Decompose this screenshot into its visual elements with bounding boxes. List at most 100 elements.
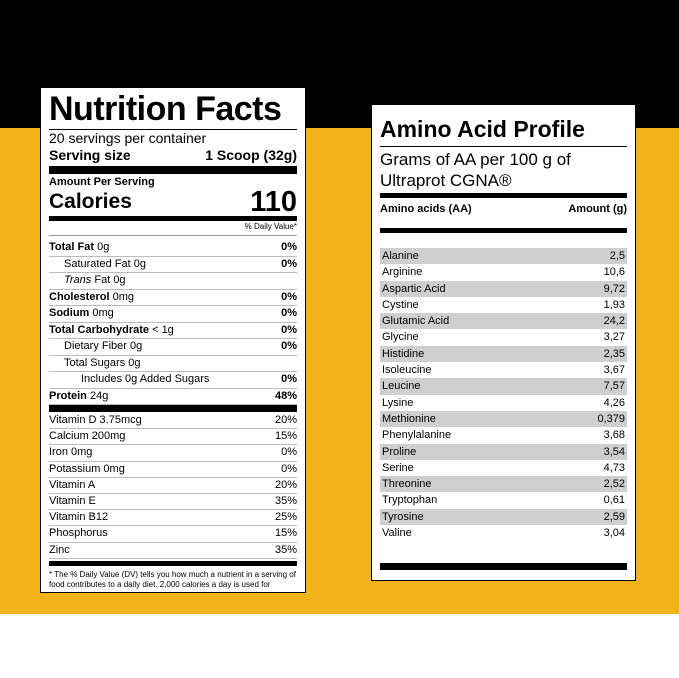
bottom-divider (380, 563, 627, 571)
vitamin-daily-value: 0% (281, 462, 297, 475)
amino-acid-amount: 2,59 (603, 510, 625, 523)
amino-row: Valine 3,04 (380, 525, 627, 541)
amino-acid-name: Valine (382, 527, 412, 540)
amino-table-header: Amino acids (AA) Amount (g) (380, 198, 627, 228)
nutrient-name: Includes 0g Added Sugars (49, 372, 209, 388)
nutrient-amount: Fat 0g (91, 274, 126, 286)
nutrient-daily-value: 0% (281, 241, 297, 253)
column-header-amount: Amount (g) (568, 203, 627, 215)
nutrient-row: Dietary Fiber 0g 0% (49, 339, 297, 356)
amino-acid-name: Proline (382, 445, 417, 458)
nutrient-name-bold: Total Fat (49, 241, 95, 253)
vitamin-daily-value: 35% (274, 543, 297, 556)
background-white-band (0, 614, 679, 678)
serving-size-label: Serving size (49, 147, 131, 163)
amino-table-body: Alanine 2,5 Arginine 10,6 Aspartic Acid 9,72 C… (380, 248, 627, 541)
amino-acid-amount: 10,6 (603, 266, 625, 279)
nutrient-name-bold: Sodium (49, 307, 90, 319)
thick-divider (380, 193, 627, 198)
amino-acid-amount: 1,93 (603, 298, 625, 311)
amino-acid-name: Glycine (382, 331, 419, 344)
vitamin-name: Iron 0mg (49, 446, 93, 459)
nutrient-daily-value: 0% (281, 323, 297, 336)
amino-acid-amount: 0,61 (603, 494, 625, 507)
vitamin-name: Vitamin B12 (49, 511, 109, 524)
vitamin-name: Vitamin A (49, 478, 96, 491)
serving-size-row: Serving size 1 Scoop (32g) (49, 147, 297, 164)
nutrient-row: Includes 0g Added Sugars 0% (49, 372, 297, 389)
nutrient-name-italic: Trans (64, 274, 92, 286)
serving-size-value: 1 Scoop (32g) (205, 147, 297, 163)
nutrient-name-bold: Protein (49, 389, 87, 402)
nutrition-facts-panel: Nutrition Facts 20 servings per containe… (40, 87, 306, 593)
amino-row: Tryptophan 0,61 (380, 492, 627, 508)
amino-acid-name: Glutamic Acid (382, 315, 450, 328)
amino-acid-name: Leucine (382, 380, 421, 393)
nutrient-daily-value: 0% (281, 307, 297, 319)
nutrient-name: Saturated Fat 0g (49, 257, 146, 273)
amino-acid-amount: 24,2 (603, 315, 625, 328)
nutrient-name: Dietary Fiber 0g (49, 339, 142, 355)
nutrient-row: Trans Fat 0g (49, 273, 297, 290)
vitamin-daily-value: 35% (274, 495, 297, 508)
amino-row: Isoleucine 3,67 (380, 362, 627, 378)
amino-subtitle-line1: Grams of AA per 100 g of (380, 150, 571, 169)
amino-acid-name: Alanine (382, 250, 419, 262)
amino-acid-amount: 3,54 (603, 445, 625, 458)
nutrient-amount: 24g (86, 389, 109, 402)
vitamin-name: Calcium 200mg (49, 430, 126, 443)
amino-acid-name: Threonine (382, 478, 432, 491)
vitamin-row: Calcium 200mg 15% (49, 429, 297, 446)
amount-per-serving: Amount Per Serving (49, 176, 155, 188)
amino-row: Aspartic Acid 9,72 (380, 280, 627, 297)
vitamin-name: Zinc (49, 543, 70, 556)
nutrient-amount: Total Sugars 0g (64, 356, 141, 369)
amino-acid-panel: Amino Acid Profile Grams of AA per 100 g… (371, 104, 636, 581)
nutrient-row: Saturated Fat 0g 0% (49, 257, 297, 273)
amino-acid-name: Tryptophan (382, 494, 438, 507)
nutrient-row: Cholesterol 0mg 0% (49, 290, 297, 306)
amino-acid-amount: 2,5 (609, 250, 625, 262)
amino-acid-name: Isoleucine (382, 364, 432, 377)
amino-subtitle: Grams of AA per 100 g of Ultraprot CGNA® (380, 149, 627, 191)
vitamin-row: Vitamin E 35% (49, 494, 297, 511)
vitamin-row: Zinc 35% (49, 543, 297, 559)
calories-label: Calories (49, 190, 132, 213)
amino-row: Leucine 7,57 (380, 378, 627, 395)
nutrient-daily-value: 0% (281, 373, 297, 385)
daily-value-header: % Daily Value* (49, 221, 297, 236)
amino-row: Histidine 2,35 (380, 345, 627, 363)
amino-acid-name: Serine (382, 461, 414, 474)
nutrient-row: Sodium 0mg 0% (49, 306, 297, 323)
vitamin-list: Vitamin D 3.75mcg 20% Calcium 200mg 15% Iron… (49, 413, 297, 559)
vitamin-name: Phosphorus (49, 527, 108, 540)
vitamin-daily-value: 15% (274, 527, 297, 540)
amino-acid-amount: 4,26 (603, 396, 625, 409)
daily-value-footnote: * The % Daily Value (DV) tells you how m… (49, 560, 297, 592)
nutrient-daily-value: 0% (281, 290, 297, 303)
amino-acid-name: Phenylalanine (382, 429, 452, 442)
amino-subtitle-line2: Ultraprot CGNA® (380, 171, 512, 190)
nutrient-amount: 0g (94, 241, 110, 253)
nutrient-row: Protein 24g 48% (49, 389, 297, 405)
nutrient-name: Cholesterol 0mg (49, 290, 134, 306)
vitamin-name: Vitamin E (49, 495, 96, 508)
amino-acid-name: Arginine (382, 266, 423, 279)
nutrient-amount: 0mg (109, 290, 134, 303)
nutrient-name: Sodium 0mg (49, 306, 114, 322)
nutrient-amount: < 1g (149, 323, 174, 336)
vitamin-name: Vitamin D 3.75mcg (49, 414, 142, 426)
amino-acid-amount: 3,67 (603, 364, 625, 377)
nutrient-row: Total Carbohydrate < 1g 0% (49, 323, 297, 339)
amino-row: Glycine 3,27 (380, 329, 627, 345)
amino-acid-amount: 9,72 (603, 282, 625, 295)
vitamin-row: Vitamin B12 25% (49, 510, 297, 527)
amino-row: Cystine 1,93 (380, 297, 627, 313)
vitamin-row: Potassium 0mg 0% (49, 462, 297, 478)
vitamin-daily-value: 20% (274, 414, 297, 426)
medium-divider (49, 216, 297, 221)
amino-acid-amount: 3,27 (603, 331, 625, 344)
nutrient-name: Protein 24g (49, 389, 108, 405)
vitamin-daily-value: 15% (274, 430, 297, 443)
amino-acid-amount: 7,57 (603, 380, 625, 393)
